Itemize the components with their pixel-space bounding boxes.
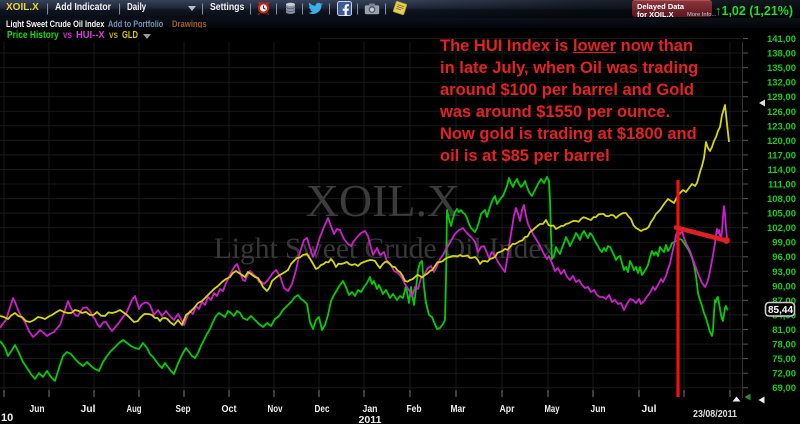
svg-text:87,00: 87,00 [772,296,796,307]
svg-text:81,00: 81,00 [772,325,796,336]
svg-text:102,00: 102,00 [767,223,796,234]
svg-text:Feb: Feb [407,403,422,415]
svg-text:90,00: 90,00 [772,281,796,292]
svg-text:XOIL.X: XOIL.X [306,175,461,226]
svg-text:Nov: Nov [268,403,283,415]
svg-text:108,00: 108,00 [767,194,796,205]
svg-text:141,00: 141,00 [767,34,796,45]
svg-text:117,00: 117,00 [767,150,796,161]
svg-text:105,00: 105,00 [767,209,796,220]
svg-text:Jun: Jun [591,403,606,415]
svg-text:Dec: Dec [315,403,330,415]
svg-text:135,00: 135,00 [767,63,796,74]
svg-text:126,00: 126,00 [767,107,796,118]
svg-text:123,00: 123,00 [767,121,796,132]
svg-text:114,00: 114,00 [767,165,796,176]
svg-text:120,00: 120,00 [767,136,796,147]
svg-text:Jul: Jul [642,403,657,415]
svg-text:Aug: Aug [127,403,142,415]
svg-text:2011: 2011 [359,414,382,424]
svg-text:May: May [545,403,560,415]
svg-text:10: 10 [1,412,13,424]
svg-text:75,00: 75,00 [772,354,796,365]
svg-text:132,00: 132,00 [767,78,796,89]
svg-text:96,00: 96,00 [772,252,796,263]
svg-text:Sep: Sep [176,403,191,415]
svg-text:78,00: 78,00 [772,340,796,351]
svg-text:Jul: Jul [81,403,96,415]
svg-text:93,00: 93,00 [772,267,796,278]
svg-text:Apr: Apr [500,403,515,415]
svg-text:85,44: 85,44 [768,305,793,316]
svg-text:Jun: Jun [30,403,45,415]
svg-text:Mar: Mar [451,403,466,415]
svg-text:23/08/2011: 23/08/2011 [693,409,737,420]
svg-text:72,00: 72,00 [772,369,796,380]
svg-text:99,00: 99,00 [772,238,796,249]
svg-text:138,00: 138,00 [767,49,796,60]
svg-text:69,00: 69,00 [772,383,796,394]
svg-text:Oct: Oct [222,403,237,415]
svg-text:Jan: Jan [363,403,378,415]
svg-text:129,00: 129,00 [767,92,796,103]
svg-text:Light Sweet Crude Oil Index: Light Sweet Crude Oil Index [214,233,557,265]
svg-text:111,00: 111,00 [768,180,796,191]
